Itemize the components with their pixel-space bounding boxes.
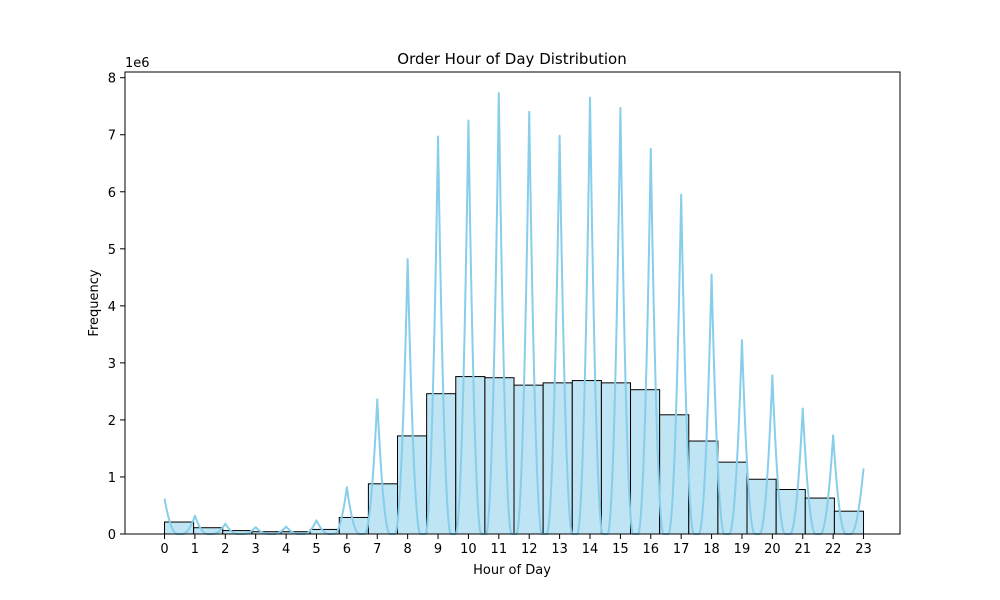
x-tick-label: 19 [734, 542, 751, 557]
y-tick-label: 5 [108, 243, 116, 258]
y-tick-label: 4 [108, 300, 116, 315]
x-tick-label: 13 [551, 542, 568, 557]
histogram-bar-10 [455, 376, 486, 535]
y-tick-label: 0 [108, 528, 116, 543]
y-axis-ticks: 0 1 2 3 4 5 6 7 8 [108, 72, 125, 543]
y-tick-label: 3 [108, 357, 116, 372]
x-tick-label: 21 [794, 542, 811, 557]
y-axis-scale-label: 1e6 [125, 56, 150, 71]
x-tick-label: 0 [160, 542, 168, 557]
x-tick-label: 10 [460, 542, 477, 557]
x-tick-label: 5 [312, 542, 320, 557]
plot-frame [124, 71, 901, 535]
y-tick-label: 8 [108, 72, 116, 87]
x-tick-label: 3 [252, 542, 260, 557]
histogram-bar-13 [542, 382, 573, 535]
x-tick-label: 22 [825, 542, 842, 557]
x-axis-ticks: 0 1 2 3 4 5 6 7 8 9 10 11 12 13 14 15 16 17 18 19 20 21 22 23 [160, 534, 872, 557]
chart-title: Order Hour of Day Distribution [397, 50, 626, 68]
x-tick-label: 18 [703, 542, 720, 557]
x-tick-label: 17 [673, 542, 690, 557]
x-tick-label: 16 [643, 542, 660, 557]
x-tick-label: 12 [521, 542, 538, 557]
y-tick-label: 7 [108, 129, 116, 144]
x-tick-label: 15 [612, 542, 629, 557]
x-tick-label: 23 [855, 542, 872, 557]
x-tick-label: 1 [191, 542, 199, 557]
y-axis-label: Frequency [87, 269, 102, 336]
x-tick-label: 20 [764, 542, 781, 557]
y-tick-label: 6 [108, 186, 116, 201]
x-tick-label: 6 [343, 542, 351, 557]
bars-layer [164, 376, 865, 535]
y-tick-label: 1 [108, 471, 116, 486]
x-tick-label: 14 [582, 542, 599, 557]
x-tick-label: 2 [221, 542, 229, 557]
histogram-bar-23 [833, 510, 865, 535]
x-tick-label: 8 [404, 542, 412, 557]
y-tick-label: 2 [108, 414, 116, 429]
x-tick-label: 4 [282, 542, 290, 557]
x-tick-label: 9 [434, 542, 442, 557]
x-tick-label: 7 [373, 542, 381, 557]
x-tick-label: 11 [491, 542, 508, 557]
x-axis-label: Hour of Day [473, 563, 551, 578]
